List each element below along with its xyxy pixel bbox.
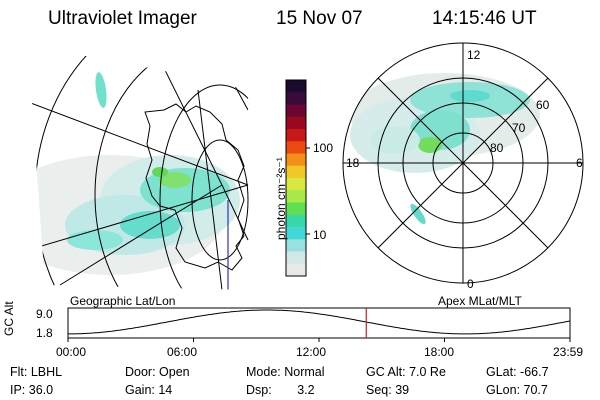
colorbar-unit-label: photon cm⁻²s⁻¹ (274, 157, 288, 240)
altitude-xtick: 18:00 (424, 345, 455, 359)
colorbar (285, 79, 310, 277)
colorbar-segment (286, 129, 306, 142)
geographic-image (28, 45, 250, 290)
altitude-ytick-min: 1.8 (36, 326, 53, 340)
mlat-label-80: 80 (490, 141, 504, 155)
app-title: Ultraviolet Imager (48, 8, 197, 29)
colorbar-segment (286, 116, 306, 130)
colorbar-segment (286, 92, 306, 105)
info-filter: Flt: LBHL (10, 365, 63, 379)
colorbar-segment (286, 178, 306, 191)
colorbar-segment (286, 190, 306, 203)
mlt-label-0: 0 (467, 277, 474, 291)
info-glon: GLon: 70.7 (486, 383, 548, 397)
colorbar-segment (286, 214, 306, 228)
geo-panel-label: Geographic Lat/Lon (70, 294, 176, 308)
polar-panel-label: Apex MLat/MLT (438, 294, 522, 308)
colorbar-segment (286, 202, 306, 216)
info-gc-alt: GC Alt: 7.0 Re (366, 365, 446, 379)
colorbar-segment (286, 141, 306, 154)
mlat-label-60: 60 (536, 98, 550, 112)
info-glat: GLat: -66.7 (486, 365, 549, 379)
altitude-xtick: 00:00 (56, 345, 87, 359)
colorbar-segment (286, 104, 306, 118)
mlat-label-70: 70 (512, 121, 526, 135)
info-mode: Mode: Normal (246, 365, 325, 379)
info-seq: Seq: 39 (366, 383, 410, 397)
altitude-ytick-max: 9.0 (36, 307, 53, 321)
info-gain: Gain: 14 (125, 383, 173, 397)
colorbar-segment (286, 153, 306, 167)
colorbar-segment (286, 165, 306, 179)
colorbar-segment (286, 239, 306, 252)
info-ip: IP: 36.0 (10, 383, 54, 397)
mlt-label-6: 6 (576, 156, 583, 170)
date-label: 15 Nov 07 (276, 8, 363, 29)
info-door: Door: Open (125, 365, 190, 379)
colorbar-tick-100: 100 (313, 141, 334, 155)
altitude-ylabel: GC Alt (2, 301, 16, 336)
info-dsp: Dsp: 3.2 (246, 383, 315, 397)
altitude-xtick: 23:59 (553, 345, 584, 359)
colorbar-segment (286, 227, 306, 240)
colorbar-segment (286, 80, 306, 93)
colorbar-segment (286, 251, 306, 265)
altitude-xtick: 06:00 (167, 345, 198, 359)
colorbar-tick-10: 10 (313, 228, 327, 242)
polar-image (342, 42, 584, 284)
colorbar-segment (286, 263, 306, 277)
mlt-label-12: 12 (467, 48, 481, 62)
time-label: 14:15:46 UT (432, 8, 537, 29)
altitude-plot (67, 307, 571, 342)
mlt-label-18: 18 (346, 156, 360, 170)
altitude-xtick: 12:00 (296, 345, 327, 359)
